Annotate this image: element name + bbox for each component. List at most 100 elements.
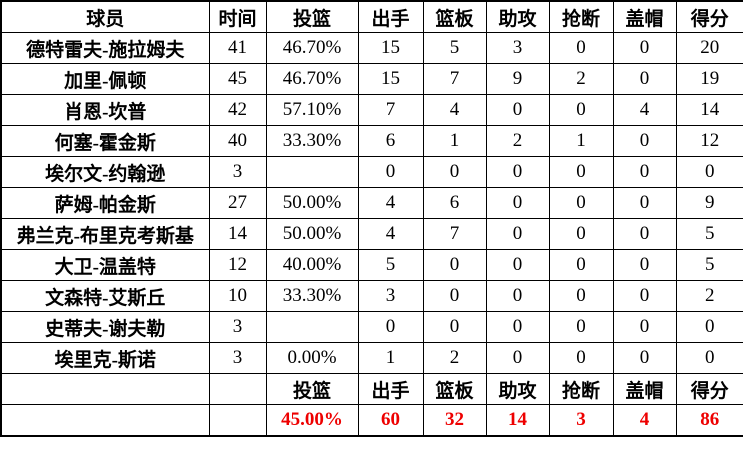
stat-cell: 2 [675, 280, 743, 312]
stat-cell: 14 [675, 94, 743, 126]
player-row: 萨姆-帕金斯 27 50.00% 4 6 0 0 0 9 [0, 187, 743, 219]
stat-cell: 2 [422, 342, 487, 374]
stat-cell: 10 [208, 280, 267, 312]
stat-cell: 0 [422, 249, 487, 281]
footer-column-header: 篮板 [422, 373, 487, 405]
stat-cell: 20 [675, 32, 743, 64]
stat-cell: 33.30% [265, 280, 359, 312]
stat-cell: 0 [612, 187, 677, 219]
stat-cell: 0 [548, 32, 614, 64]
stat-cell: 1 [548, 125, 614, 157]
stat-cell [265, 311, 359, 343]
stat-cell: 0 [548, 218, 614, 250]
stat-cell: 15 [357, 32, 424, 64]
stat-cell: 40.00% [265, 249, 359, 281]
stat-cell: 0 [612, 249, 677, 281]
total-stat-cell: 4 [612, 404, 677, 437]
stat-cell: 0.00% [265, 342, 359, 374]
stat-cell: 9 [675, 187, 743, 219]
column-header: 得分 [675, 0, 743, 33]
column-header: 出手 [357, 0, 424, 33]
total-stat-cell: 3 [548, 404, 614, 437]
stat-cell: 0 [612, 218, 677, 250]
totals-row: 45.00% 60 32 14 3 4 86 [0, 404, 743, 437]
player-name-cell: 弗兰克-布里克考斯基 [0, 218, 210, 250]
stat-cell: 0 [422, 280, 487, 312]
stat-cell: 7 [357, 94, 424, 126]
player-name-cell: 大卫-温盖特 [0, 249, 210, 281]
stat-cell: 0 [485, 311, 550, 343]
stat-cell: 0 [548, 342, 614, 374]
stat-cell: 42 [208, 94, 267, 126]
player-row: 文森特-艾斯丘 10 33.30% 3 0 0 0 0 2 [0, 280, 743, 312]
stat-cell: 6 [357, 125, 424, 157]
stat-cell: 57.10% [265, 94, 359, 126]
stat-cell: 2 [548, 63, 614, 95]
column-header: 时间 [208, 0, 267, 33]
stat-cell: 3 [208, 311, 267, 343]
stat-cell: 0 [612, 311, 677, 343]
stat-cell: 5 [357, 249, 424, 281]
stat-cell: 3 [208, 156, 267, 188]
stat-cell: 6 [422, 187, 487, 219]
total-stat-cell: 86 [675, 404, 743, 437]
stat-cell: 0 [612, 280, 677, 312]
stat-cell [265, 156, 359, 188]
footer-column-header: 助攻 [485, 373, 550, 405]
total-stat-cell: 60 [357, 404, 424, 437]
stat-cell: 4 [612, 94, 677, 126]
player-name-cell: 文森特-艾斯丘 [0, 280, 210, 312]
footer-column-header: 投篮 [265, 373, 359, 405]
stat-cell: 0 [612, 342, 677, 374]
footer-column-header: 盖帽 [612, 373, 677, 405]
stat-cell: 45 [208, 63, 267, 95]
stat-cell: 3 [208, 342, 267, 374]
stat-cell: 0 [675, 311, 743, 343]
stat-cell: 33.30% [265, 125, 359, 157]
column-header: 抢断 [548, 0, 614, 33]
stat-cell: 0 [612, 125, 677, 157]
stat-cell: 0 [548, 280, 614, 312]
player-name-cell: 德特雷夫-施拉姆夫 [0, 32, 210, 64]
player-row: 史蒂夫-谢夫勒 3 0 0 0 0 0 0 [0, 311, 743, 343]
player-row: 弗兰克-布里克考斯基 14 50.00% 4 7 0 0 0 5 [0, 218, 743, 250]
stat-cell: 12 [208, 249, 267, 281]
stat-cell: 0 [548, 187, 614, 219]
stat-cell: 5 [422, 32, 487, 64]
footer-header-row: 投篮 出手 篮板 助攻 抢断 盖帽 得分 [0, 373, 743, 405]
stat-cell: 0 [548, 94, 614, 126]
stat-cell: 0 [612, 63, 677, 95]
stat-cell: 12 [675, 125, 743, 157]
stat-cell: 0 [422, 156, 487, 188]
stat-cell: 0 [675, 156, 743, 188]
stat-cell: 0 [357, 311, 424, 343]
column-header: 球员 [0, 0, 210, 33]
stat-cell: 0 [485, 187, 550, 219]
stat-cell: 5 [675, 249, 743, 281]
footer-column-header: 出手 [357, 373, 424, 405]
stat-cell: 0 [548, 249, 614, 281]
stat-cell: 0 [485, 156, 550, 188]
player-row: 大卫-温盖特 12 40.00% 5 0 0 0 0 5 [0, 249, 743, 281]
header-row: 球员 时间 投篮 出手 篮板 助攻 抢断 盖帽 得分 [0, 0, 743, 33]
stat-cell: 46.70% [265, 63, 359, 95]
player-row: 德特雷夫-施拉姆夫 41 46.70% 15 5 3 0 0 20 [0, 32, 743, 64]
player-name-cell: 何塞-霍金斯 [0, 125, 210, 157]
total-stat-cell: 32 [422, 404, 487, 437]
player-row: 何塞-霍金斯 40 33.30% 6 1 2 1 0 12 [0, 125, 743, 157]
stat-cell: 0 [612, 32, 677, 64]
stat-cell: 27 [208, 187, 267, 219]
stat-cell: 0 [485, 218, 550, 250]
stat-cell: 50.00% [265, 218, 359, 250]
stat-cell: 0 [548, 156, 614, 188]
player-row: 肖恩-坎普 42 57.10% 7 4 0 0 4 14 [0, 94, 743, 126]
stat-cell: 0 [485, 280, 550, 312]
stat-cell: 0 [485, 249, 550, 281]
column-header: 盖帽 [612, 0, 677, 33]
empty-cell [0, 373, 210, 405]
stat-cell: 0 [422, 311, 487, 343]
footer-column-header: 抢断 [548, 373, 614, 405]
stat-cell: 2 [485, 125, 550, 157]
empty-cell [208, 404, 267, 437]
stat-cell: 0 [357, 156, 424, 188]
